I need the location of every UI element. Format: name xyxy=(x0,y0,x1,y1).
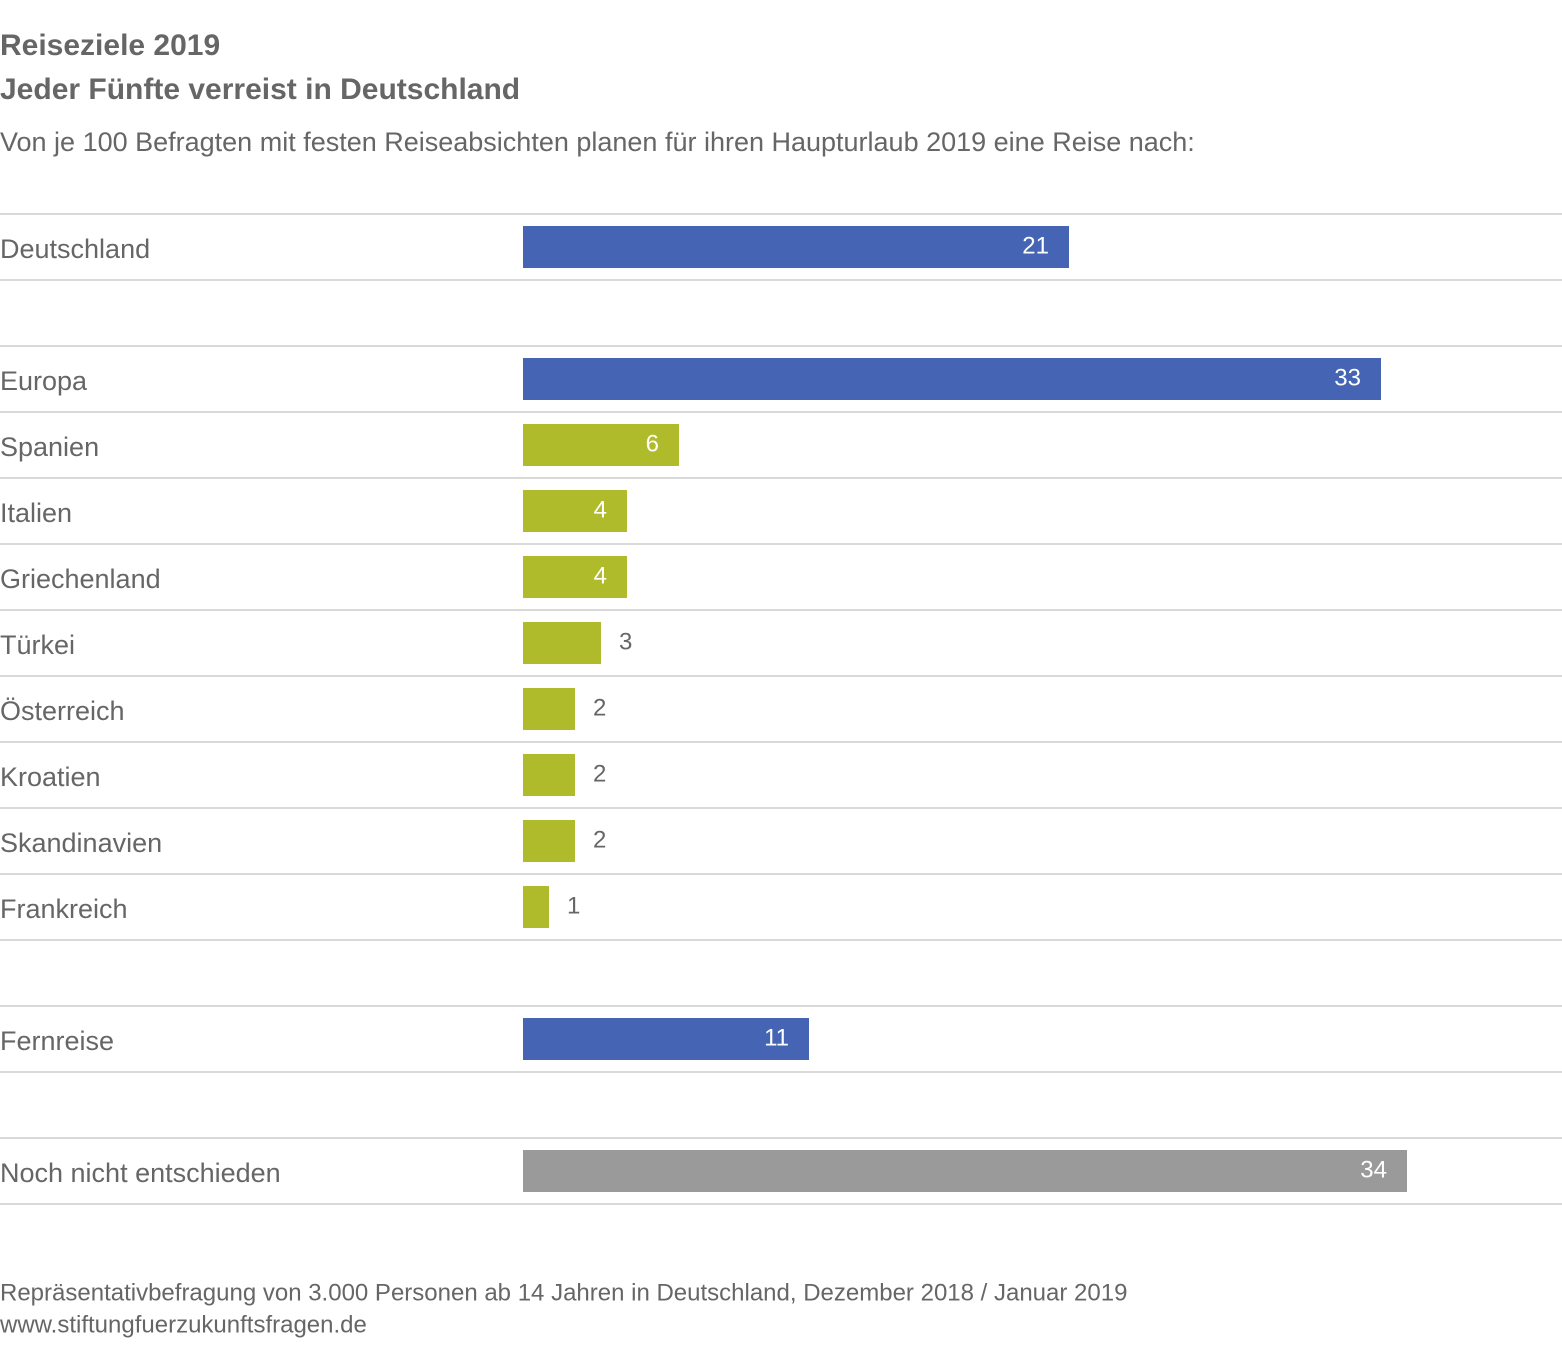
bar xyxy=(523,358,1381,400)
bar xyxy=(523,622,601,664)
value-label: 4 xyxy=(594,562,607,589)
source: www.stiftungfuerzukunftsfragen.de xyxy=(0,1311,367,1338)
bar xyxy=(523,226,1069,268)
value-label: 6 xyxy=(646,430,659,457)
value-label: 2 xyxy=(593,826,606,853)
value-label: 2 xyxy=(593,694,606,721)
bar xyxy=(523,820,575,862)
category-label: Kroatien xyxy=(0,762,101,792)
chart-subtitle: Jeder Fünfte verreist in Deutschland xyxy=(0,73,520,106)
bar xyxy=(523,688,575,730)
value-label: 1 xyxy=(567,892,580,919)
category-label: Spanien xyxy=(0,432,99,462)
category-label: Frankreich xyxy=(0,894,128,924)
bar xyxy=(523,424,679,466)
bar xyxy=(523,1018,809,1060)
bar xyxy=(523,1150,1407,1192)
category-label: Fernreise xyxy=(0,1026,114,1056)
category-label: Skandinavien xyxy=(0,828,162,858)
category-label: Noch nicht entschieden xyxy=(0,1158,281,1188)
value-label: 34 xyxy=(1360,1156,1387,1183)
category-label: Griechenland xyxy=(0,564,161,594)
bar xyxy=(523,886,549,928)
value-label: 4 xyxy=(594,496,607,523)
bar xyxy=(523,754,575,796)
chart-title: Reiseziele 2019 xyxy=(0,29,220,62)
category-label: Deutschland xyxy=(0,234,150,264)
value-label: 33 xyxy=(1334,364,1361,391)
value-label: 2 xyxy=(593,760,606,787)
bar xyxy=(523,556,627,598)
category-label: Türkei xyxy=(0,630,75,660)
value-label: 3 xyxy=(619,628,632,655)
bar xyxy=(523,490,627,532)
category-label: Italien xyxy=(0,498,72,528)
chart-description: Von je 100 Befragten mit festen Reiseabs… xyxy=(0,127,1195,157)
category-label: Europa xyxy=(0,366,88,396)
category-label: Österreich xyxy=(0,696,125,726)
footnote: Repräsentativbefragung von 3.000 Persone… xyxy=(0,1279,1127,1306)
value-label: 21 xyxy=(1022,232,1049,259)
value-label: 11 xyxy=(764,1024,789,1051)
